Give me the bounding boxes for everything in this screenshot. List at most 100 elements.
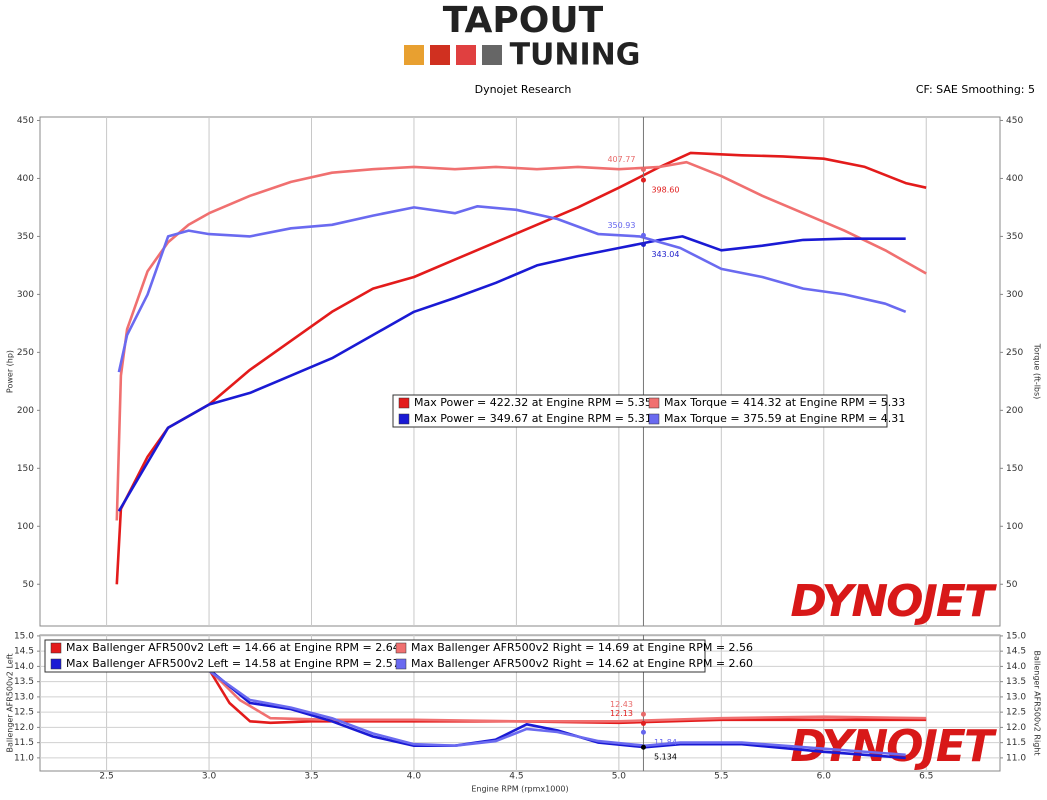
y-tick-label: 400 [17,174,34,184]
legend-label: Max Power = 349.67 at Engine RPM = 5.31 [414,412,652,425]
logo-block [430,45,450,65]
series-line [208,668,927,723]
y2-tick-label: 13.5 [1006,677,1026,687]
legend-swatch [398,413,410,425]
y2-tick-label: 150 [1006,464,1023,474]
x-tick-label: 4.5 [509,772,523,782]
logo-top: TAPOUT [443,0,604,41]
y2-tick-label: 100 [1006,522,1023,532]
plot-area [39,116,1001,627]
legend-swatch [395,658,407,670]
legend-swatch [50,642,62,654]
y2-tick-label: 300 [1006,290,1023,300]
logo-block [404,45,424,65]
y2-tick-label: 12.5 [1006,708,1026,718]
cursor-marker [640,177,646,183]
series-line [207,668,927,725]
y2-axis-label: Torque (ft-lbs) [1033,343,1042,400]
watermark: DYNOJET [790,721,997,772]
y2-tick-label: 350 [1006,232,1023,242]
x-tick-label: 6.0 [817,772,832,782]
y-tick-label: 12.5 [14,708,34,718]
logo-block [482,45,502,65]
y-tick-label: 200 [17,406,34,416]
cursor-marker [640,744,646,750]
legend-swatch [395,642,407,654]
series-line [117,205,907,373]
logo-block [456,45,476,65]
y2-axis-label: Ballenger AFR500v2 Right [1033,651,1042,756]
x-tick-label: 4.0 [407,772,422,782]
y2-tick-label: 14.0 [1006,662,1026,672]
y-tick-label: 11.5 [14,738,34,748]
legend-label: Max Power = 422.32 at Engine RPM = 5.35 [414,396,652,409]
y-tick-label: 14.0 [14,662,34,672]
series-line [208,669,906,757]
cursor-marker [640,729,646,735]
cursor-readout: 350.93 [607,221,635,230]
cursor-marker [640,241,646,247]
y2-tick-label: 450 [1006,116,1023,126]
cursor-readout: 12.13 [610,709,633,718]
legend-label: Max Torque = 375.59 at Engine RPM = 4.31 [664,412,905,425]
subtitle: Dynojet Research [475,83,572,96]
y-axis-label: Power (hp) [6,350,15,393]
y2-tick-label: 12.0 [1006,723,1026,733]
y-tick-label: 11.0 [14,753,34,763]
legend-label: Max Torque = 414.32 at Engine RPM = 5.33 [664,396,905,409]
legend-box [392,394,888,428]
y-axis-label: Ballenger AFR500v2 Left [6,654,15,753]
legend-label: Max Ballenger AFR500v2 Right = 14.62 at … [411,657,753,670]
cursor-readout: 12.43 [610,700,633,709]
x-tick-label: 2.5 [99,772,113,782]
legend-swatch [648,413,660,425]
series-line [115,160,927,521]
x-tick-label: 5.5 [714,772,728,782]
cursor-marker [640,720,646,726]
cursor-marker [640,166,646,172]
watermark: DYNOJET [790,576,997,627]
cursor-marker [640,232,646,238]
legend-swatch [648,397,660,409]
legend-label: Max Ballenger AFR500v2 Left = 14.66 at E… [66,641,400,654]
logo-bottom: TUNING [510,38,641,73]
legend-swatch [398,397,410,409]
cursor-readout: 11.84 [654,738,677,747]
y-tick-label: 50 [23,580,35,590]
x-axis-label: Engine RPM (rpmx1000) [471,785,568,794]
cursor-readout: 5.134 [654,753,677,762]
y-tick-label: 14.5 [14,647,34,657]
y-tick-label: 300 [17,290,34,300]
y2-tick-label: 200 [1006,406,1023,416]
y-tick-label: 350 [17,232,34,242]
y2-tick-label: 13.0 [1006,692,1026,702]
y2-tick-label: 11.5 [1006,738,1026,748]
logo: TAPOUT TUNING [404,0,640,73]
x-tick-label: 3.0 [202,772,217,782]
series-line [117,235,906,512]
legend-label: Max Ballenger AFR500v2 Right = 14.69 at … [411,641,753,654]
cursor-marker [640,711,646,717]
y2-tick-label: 11.0 [1006,753,1026,763]
y-tick-label: 13.5 [14,677,34,687]
y2-tick-label: 400 [1006,174,1023,184]
y-tick-label: 100 [17,522,34,532]
cursor-readout: 398.60 [651,186,679,195]
settings: CF: SAE Smoothing: 5 [916,83,1035,96]
y2-tick-label: 15.0 [1006,631,1026,641]
cursor-readout: 407.77 [607,155,635,164]
x-tick-label: 6.5 [919,772,933,782]
y-tick-label: 12.0 [14,723,34,733]
y2-tick-label: 50 [1006,580,1018,590]
y2-tick-label: 14.5 [1006,647,1026,657]
y-tick-label: 250 [17,348,34,358]
y-tick-label: 150 [17,464,34,474]
legend-label: Max Ballenger AFR500v2 Left = 14.58 at E… [66,657,400,670]
y-tick-label: 450 [17,116,34,126]
x-tick-label: 3.5 [304,772,318,782]
y-tick-label: 13.0 [14,692,34,702]
y-tick-label: 15.0 [14,631,34,641]
x-tick-label: 5.0 [612,772,627,782]
